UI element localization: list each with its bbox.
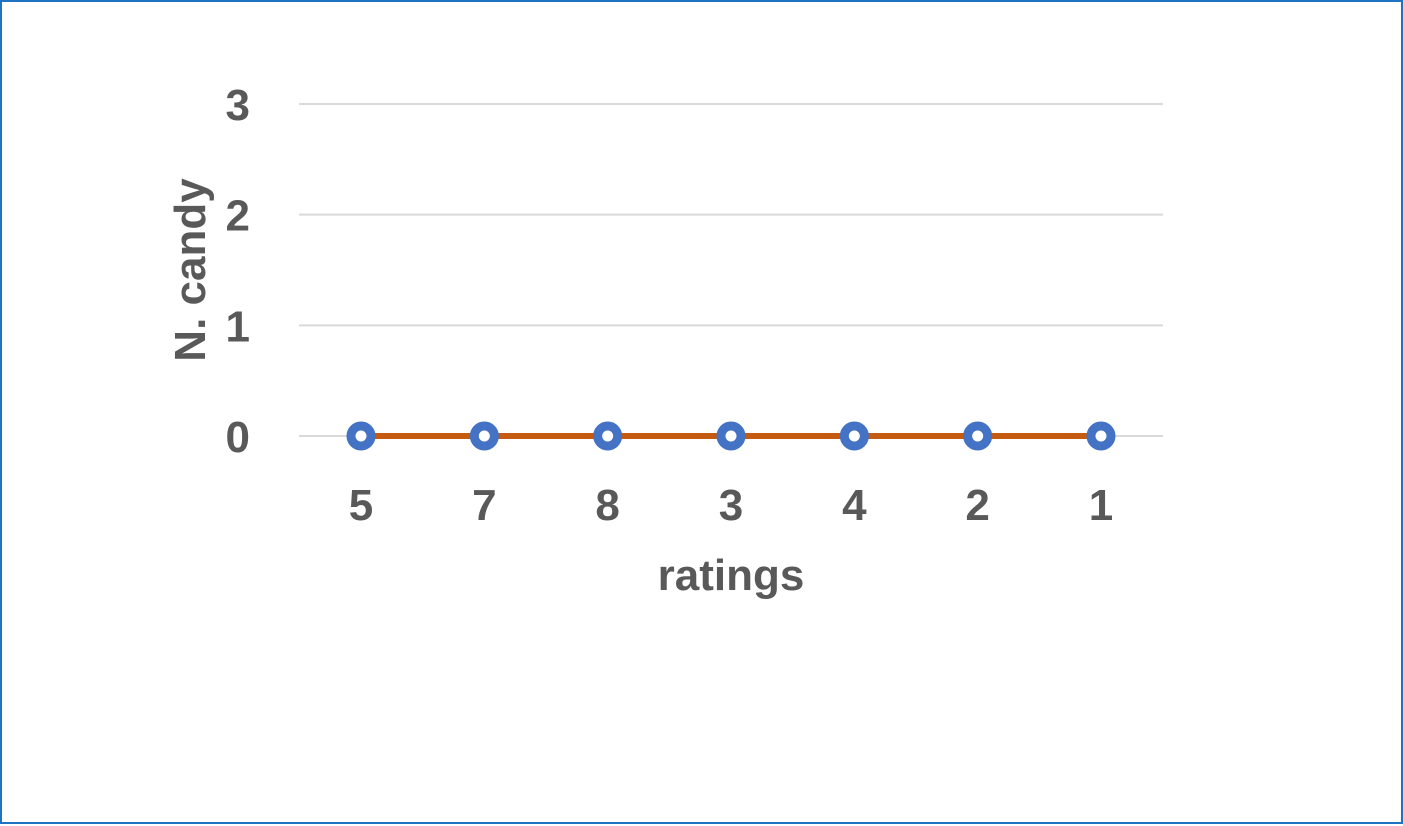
data-point	[839, 421, 869, 451]
x-tick-label: 1	[1089, 481, 1113, 530]
x-tick-label: 3	[719, 481, 743, 530]
x-axis-title: ratings	[658, 551, 805, 600]
y-tick-label: 0	[226, 413, 250, 462]
x-axis-ticks: 5 7 8 3 4 2 1	[349, 481, 1113, 530]
data-point	[346, 421, 376, 451]
y-axis-ticks: 0 1 2 3	[226, 81, 250, 462]
y-axis-title: N. candy	[166, 178, 215, 362]
data-point	[716, 421, 746, 451]
x-tick-label: 8	[595, 481, 619, 530]
series	[346, 421, 1116, 451]
x-tick-label: 7	[472, 481, 496, 530]
y-tick-label: 3	[226, 81, 250, 130]
x-tick-label: 4	[842, 481, 867, 530]
x-tick-label: 5	[349, 481, 373, 530]
data-point	[593, 421, 623, 451]
data-point	[963, 421, 993, 451]
y-tick-label: 1	[226, 302, 250, 351]
x-tick-label: 2	[965, 481, 989, 530]
gridlines	[299, 103, 1163, 437]
data-point	[469, 421, 499, 451]
data-point	[1086, 421, 1116, 451]
y-tick-label: 2	[226, 192, 250, 241]
